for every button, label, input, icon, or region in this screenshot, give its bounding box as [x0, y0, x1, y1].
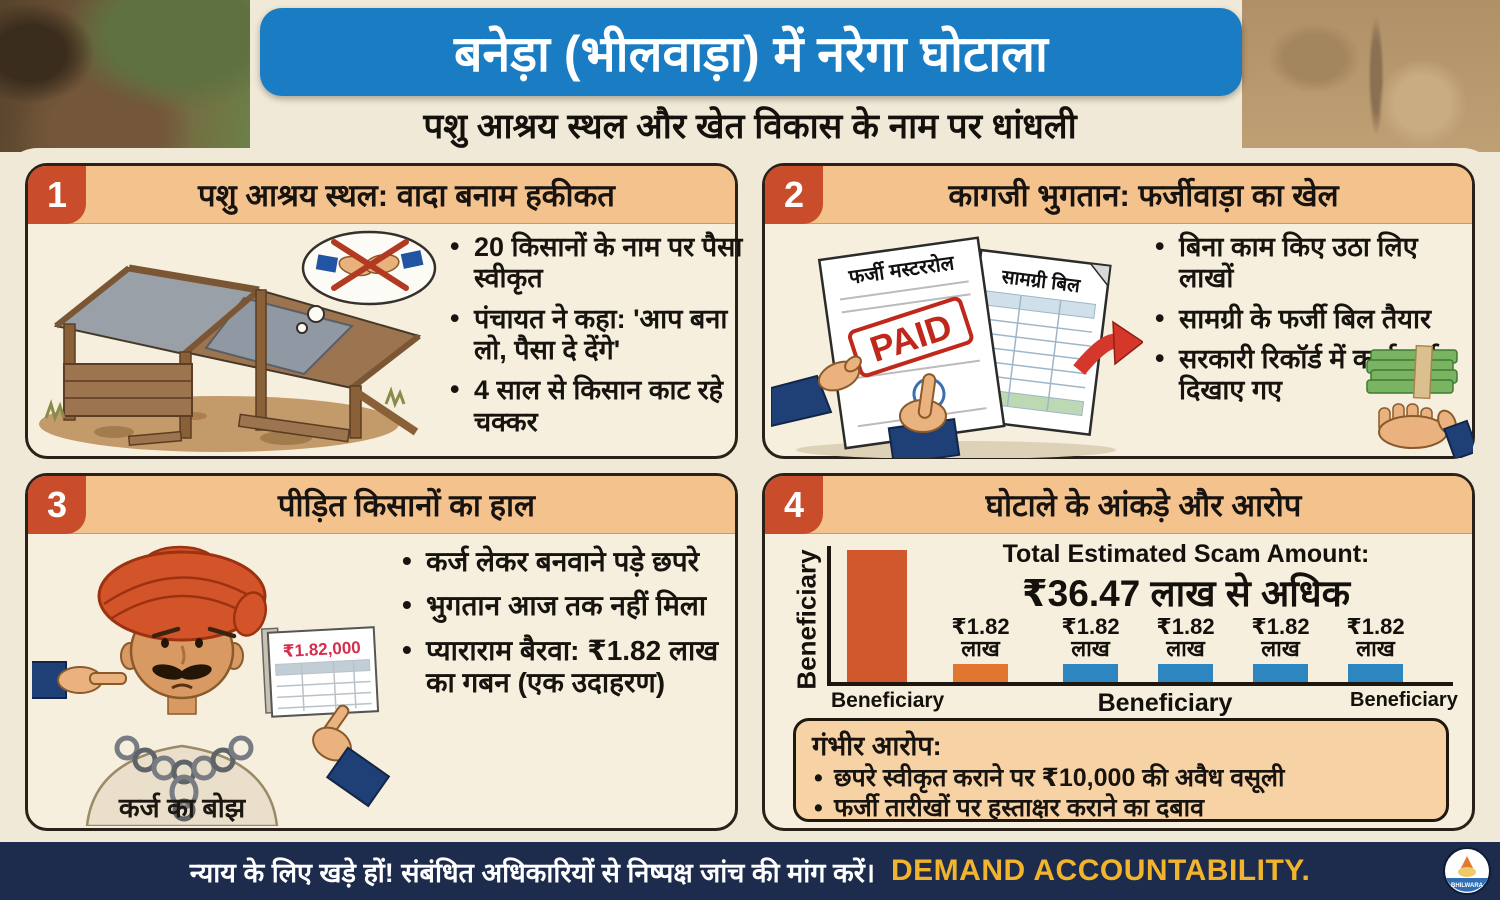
- panel-fake-payments: 2 कागजी भुगतान: फर्जीवाड़ा का खेल सामग्र…: [762, 163, 1475, 459]
- turban: [97, 545, 268, 642]
- panel3-title: पीड़ित किसानों का हाल: [277, 488, 536, 523]
- open-hand-icon: [1378, 403, 1473, 458]
- panel-farmer-plight: 3 पीड़ित किसानों का हाल: [25, 473, 738, 831]
- background-photo-left: [0, 0, 250, 152]
- farmer-caption: कर्ज का बोझ: [118, 792, 247, 823]
- allegation-item: फर्जी तारीखों पर हस्ताक्षर कराने का दबाव: [812, 793, 1430, 823]
- crossed-handshake-icon: [315, 239, 424, 291]
- bar-value-label: ₹1.82 लाख: [1156, 614, 1215, 662]
- broken-promise-thought-bubble: [296, 230, 437, 334]
- chart-y-axis-label: Beneficiary: [791, 549, 822, 690]
- footer-demand-accountability: DEMAND ACCOUNTABILITY.: [890, 854, 1311, 887]
- left-hand: [771, 355, 862, 428]
- panel2-number-badge: 2: [765, 166, 823, 224]
- red-arrow-icon: [1073, 320, 1143, 375]
- chart-y-axis-line: [827, 546, 831, 686]
- panel4-number-badge: 4: [765, 476, 823, 534]
- panel3-header: [28, 476, 735, 534]
- chart-x-label: Beneficiary: [1097, 689, 1233, 717]
- background-photo-right: [1242, 0, 1500, 152]
- chart-x-axis-line: [827, 682, 1453, 686]
- logo-text: BHILWARA: [1451, 883, 1484, 889]
- title-banner: बनेड़ा (भीलवाड़ा) में नरेगा घोटाला: [260, 8, 1242, 96]
- chart-x-label: Beneficiary: [1350, 689, 1458, 711]
- chart-title-line2: ₹36.47 लाख से अधिक: [1021, 573, 1351, 614]
- bullet-item: बिना काम किए उठा लिए लाखों: [1153, 231, 1469, 295]
- panel2-header: [765, 166, 1472, 224]
- chart-beneficiary-bar: [1253, 664, 1308, 682]
- chart-beneficiary-bar: [1063, 664, 1118, 682]
- bullet-item: 4 साल से किसान काट रहे चक्कर: [448, 374, 748, 438]
- bhilwara-district-logo: BHILWARA: [1443, 847, 1491, 895]
- bullet-item: कर्ज लेकर बनवाने पड़े छपरे: [400, 545, 734, 578]
- panel4-header: [765, 476, 1472, 534]
- panel3-number-badge: 3: [28, 476, 86, 534]
- chart-total-bar: [847, 550, 907, 682]
- panel1-bullet-list: 20 किसानों के नाम पर पैसा स्वीकृत पंचायत…: [448, 231, 748, 447]
- left-pointing-hand: [32, 661, 127, 699]
- bullet-item: 20 किसानों के नाम पर पैसा स्वीकृत: [448, 231, 748, 295]
- bullet-item: सामग्री के फर्जी बिल तैयार: [1153, 303, 1469, 335]
- footer-call-to-action: न्याय के लिए खड़े हों! संबंधित अधिकारियो…: [189, 857, 875, 888]
- panel2-bullet-list: बिना काम किए उठा लिए लाखों सामग्री के फर…: [1153, 231, 1469, 416]
- fake-musterroll-document: फर्जी मस्टररोल PAID: [817, 236, 1006, 450]
- footer-banner: न्याय के लिए खड़े हों! संबंधित अधिकारियो…: [0, 842, 1500, 900]
- panel2-title: कागजी भुगतान: फर्जीवाड़ा का खेल: [948, 178, 1339, 213]
- receipt-amount: ₹1.82,000: [282, 638, 361, 661]
- panel3-bullet-list: कर्ज लेकर बनवाने पड़े छपरे भुगतान आज तक …: [400, 545, 734, 712]
- bar-value-label: ₹1.82 लाख: [1061, 614, 1120, 662]
- burdened-farmer-illustration: ₹1.82,000 कर्ज का बोझ: [32, 545, 391, 826]
- panel1-header: [28, 166, 735, 224]
- allegations-heading: गंभीर आरोप:: [812, 731, 942, 761]
- panel1-number-badge: 1: [28, 166, 86, 224]
- panel4-title: घोटाले के आंकड़े और आरोप: [985, 488, 1302, 523]
- panel-scam-figures: 4 घोटाले के आंकड़े और आरोप Beneficiary T…: [762, 473, 1475, 831]
- bar-value-label: ₹1.82 लाख: [1251, 614, 1310, 662]
- chart-beneficiary-bar: [953, 664, 1008, 682]
- chart-title-line1: Total Estimated Scam Amount:: [1002, 540, 1370, 568]
- chain-icon: [114, 735, 254, 822]
- broken-shed-illustration: [39, 230, 437, 452]
- serious-allegations-box: गंभीर आरोप: छपरे स्वीकृत कराने पर ₹10,00…: [793, 718, 1449, 823]
- chart-beneficiary-bar: [1158, 664, 1213, 682]
- right-pointing-hand: [312, 704, 391, 808]
- panel-shed-promise: 1 पशु आश्रय स्थल: वादा बनाम हकीकत: [25, 163, 742, 459]
- money-stack-icon: [1366, 344, 1458, 400]
- allegations-list: छपरे स्वीकृत कराने पर ₹10,000 की अवैध वस…: [812, 763, 1430, 823]
- money-in-hand-illustration: [1366, 344, 1473, 458]
- bullet-item: भुगतान आज तक नहीं मिला: [400, 589, 734, 622]
- receipt: ₹1.82,000: [260, 626, 380, 718]
- paid-documents-illustration: सामग्री बिल फर्जी मस्टररोल: [771, 236, 1143, 458]
- page-title: बनेड़ा (भीलवाड़ा) में नरेगा घोटाला: [453, 26, 1049, 82]
- allegation-item: छपरे स्वीकृत कराने पर ₹10,000 की अवैध वस…: [812, 763, 1430, 793]
- bullet-item: पंचायत ने कहा: 'आप बना लो, पैसा दे देंगे…: [448, 303, 748, 367]
- bar-value-label: ₹1.82 लाख: [1346, 614, 1405, 662]
- chart-beneficiary-bar: [1348, 664, 1403, 682]
- page-subtitle: पशु आश्रय स्थल और खेत विकास के नाम पर धा…: [423, 107, 1077, 146]
- chart-x-label: Beneficiary: [831, 689, 945, 712]
- bullet-item: प्याराराम बैरवा: ₹1.82 लाख का गबन (एक उद…: [400, 634, 734, 700]
- panel1-title: पशु आश्रय स्थल: वादा बनाम हकीकत: [198, 178, 615, 213]
- pointing-hand: [887, 373, 961, 458]
- bar-value-label: ₹1.82 लाख: [951, 614, 1010, 662]
